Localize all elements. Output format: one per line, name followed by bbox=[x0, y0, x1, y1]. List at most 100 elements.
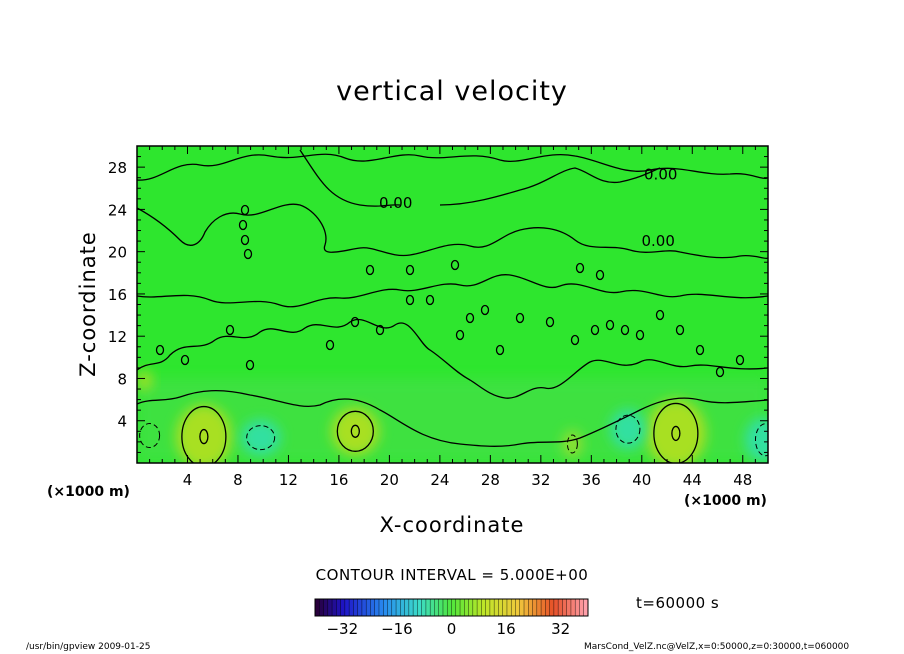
contour-line bbox=[299, 149, 661, 207]
contour-interval-label: CONTOUR INTERVAL = 5.000E+00 bbox=[315, 566, 589, 584]
colorbar-cell bbox=[370, 599, 376, 616]
contour-loop bbox=[238, 219, 248, 231]
contour-loop bbox=[225, 324, 235, 336]
x-tick-label: 32 bbox=[531, 471, 550, 489]
colorbar-cell bbox=[387, 599, 393, 616]
field-blob bbox=[744, 417, 768, 462]
colorbar-cell bbox=[570, 599, 576, 616]
contour-loop bbox=[425, 294, 435, 306]
colorbar-tick-label: 16 bbox=[497, 620, 516, 638]
contour-max-outer bbox=[653, 402, 699, 463]
colorbar-cell bbox=[374, 599, 380, 616]
x-tick-label: 48 bbox=[733, 471, 752, 489]
contour-loop bbox=[245, 359, 255, 371]
colorbar-cell bbox=[396, 599, 401, 616]
colorbar-cell bbox=[468, 599, 474, 616]
colorbar-cell bbox=[344, 599, 350, 616]
contour-line bbox=[137, 318, 768, 399]
time-label: t=60000 s bbox=[636, 594, 720, 612]
colorbar-cell bbox=[511, 599, 516, 616]
colorbar-cell bbox=[528, 599, 534, 616]
colorbar-cell bbox=[558, 599, 563, 616]
colorbar-cell bbox=[430, 599, 435, 616]
colorbar-cell bbox=[460, 599, 465, 616]
chart-title: vertical velocity bbox=[336, 76, 568, 107]
colorbar-cell bbox=[336, 599, 342, 616]
contour-loop bbox=[735, 354, 745, 366]
colorbar-tick-label: −16 bbox=[381, 620, 413, 638]
contour-loop bbox=[325, 339, 335, 351]
contour-label: 0.00 bbox=[379, 194, 412, 212]
contour-line bbox=[137, 203, 768, 260]
contour-loop bbox=[675, 324, 685, 336]
contour-loop bbox=[455, 329, 465, 341]
field-blob bbox=[137, 370, 153, 391]
contour-loop bbox=[405, 294, 415, 306]
contour-loop bbox=[570, 334, 580, 346]
colorbar-cell bbox=[494, 599, 499, 616]
colorbar-cell bbox=[400, 599, 406, 616]
x-tick-label: 12 bbox=[279, 471, 298, 489]
x-tick-label: 16 bbox=[329, 471, 348, 489]
contour-loop bbox=[545, 316, 555, 328]
contour-loop bbox=[450, 259, 460, 271]
y-tick-label: 4 bbox=[117, 413, 127, 431]
y-axis-label: Z-coordinate bbox=[76, 231, 100, 377]
contour-loop bbox=[375, 324, 385, 336]
contour-loop bbox=[365, 264, 375, 276]
x-tick-label: 36 bbox=[582, 471, 601, 489]
colorbar-cell bbox=[451, 599, 457, 616]
contour-loop bbox=[240, 234, 250, 246]
colorbar-cell bbox=[545, 599, 551, 616]
contour-loop bbox=[635, 329, 645, 341]
contour-line bbox=[137, 389, 768, 447]
footer-left: /usr/bin/gpview 2009-01-25 bbox=[26, 642, 151, 652]
contour-loop bbox=[575, 262, 585, 274]
colorbar-cell bbox=[425, 599, 431, 616]
colorbar-cell bbox=[498, 599, 504, 616]
colorbar-cell bbox=[323, 599, 329, 616]
contour-max-inner bbox=[671, 425, 681, 442]
field-blob bbox=[331, 407, 380, 456]
x-tick-label: 44 bbox=[683, 471, 702, 489]
x-tick-label: 20 bbox=[380, 471, 399, 489]
colorbar-cell bbox=[349, 599, 354, 616]
contour-loop bbox=[715, 366, 725, 378]
x-tick-label: 8 bbox=[233, 471, 243, 489]
colorbar-cell bbox=[532, 599, 538, 616]
y-tick-label: 12 bbox=[108, 328, 127, 346]
contour-max-outer bbox=[336, 410, 374, 452]
colorbar-cell bbox=[413, 599, 418, 616]
contour-loop bbox=[480, 304, 490, 316]
contour-negative bbox=[615, 414, 641, 444]
colorbar-cell bbox=[562, 599, 568, 616]
y-tick-label: 28 bbox=[108, 159, 127, 177]
contour-max-outer bbox=[181, 405, 227, 463]
footer-right: MarsCond_VelZ.nc@VelZ,x=0:50000,z=0:3000… bbox=[584, 642, 850, 652]
contour-loop bbox=[180, 354, 190, 366]
contour-line bbox=[137, 153, 768, 181]
colorbar-cell bbox=[327, 599, 333, 616]
colorbar-cell bbox=[442, 599, 448, 616]
colorbar-cell bbox=[417, 599, 423, 616]
colorbar-cell bbox=[549, 599, 555, 616]
y-tick-label: 20 bbox=[108, 244, 127, 262]
colorbar-cell bbox=[477, 599, 482, 616]
colorbar-tick-label: 32 bbox=[551, 620, 570, 638]
x-tick-label: 28 bbox=[481, 471, 500, 489]
colorbar-cell bbox=[383, 599, 389, 616]
contour-loop bbox=[350, 316, 360, 328]
colorbar-cell bbox=[455, 599, 461, 616]
contour-loop bbox=[243, 248, 253, 260]
colorbar-cell bbox=[541, 599, 546, 616]
colorbar-cell bbox=[575, 599, 580, 616]
contour-loop bbox=[655, 309, 665, 321]
colorbar-cell bbox=[447, 599, 452, 616]
field-blob bbox=[562, 429, 583, 458]
x-axis-label: X-coordinate bbox=[379, 513, 525, 537]
contour-loop bbox=[495, 344, 505, 356]
contour-loop bbox=[405, 264, 415, 276]
contour-negative bbox=[139, 423, 161, 449]
colorbar-cell bbox=[524, 599, 529, 616]
